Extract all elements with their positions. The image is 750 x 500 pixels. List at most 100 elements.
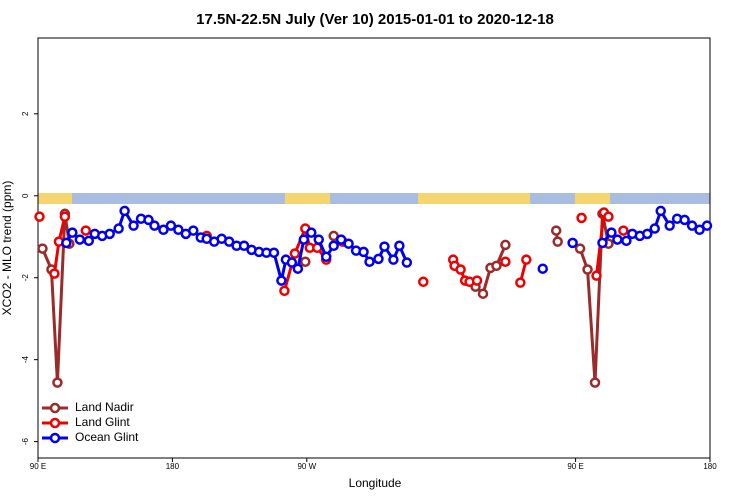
data-point	[67, 227, 78, 238]
land-strip	[418, 193, 530, 204]
y-tick-label: -4	[21, 356, 30, 364]
map-strip	[38, 193, 710, 204]
data-point	[358, 246, 369, 258]
x-tick-label: 90 E	[567, 462, 583, 471]
data-point	[394, 240, 405, 251]
data-point	[574, 243, 586, 254]
data-point	[289, 248, 301, 259]
data-point	[401, 257, 413, 268]
data-point	[276, 275, 287, 286]
data-point	[300, 256, 311, 267]
land-strip	[285, 193, 330, 204]
data-point	[292, 263, 304, 274]
data-point	[500, 239, 511, 251]
data-point	[701, 220, 713, 231]
data-point	[158, 224, 169, 236]
y-tick-label: 0	[21, 193, 30, 198]
land-strip	[575, 193, 610, 204]
data-point	[686, 220, 698, 231]
data-point	[306, 227, 317, 238]
data-point	[618, 225, 629, 236]
data-point	[606, 227, 617, 238]
data-point	[388, 254, 399, 265]
legend-marker	[49, 402, 61, 414]
data-point	[80, 225, 92, 236]
x-tick-label: 180	[166, 462, 180, 471]
x-axis-label: Longitude	[349, 476, 402, 490]
data-point	[238, 240, 250, 251]
data-point	[500, 256, 511, 267]
x-tick-label: 180	[703, 462, 717, 471]
data-point	[165, 220, 177, 231]
data-point	[655, 205, 666, 217]
data-point	[113, 223, 124, 234]
x-tick-label: 90 W	[297, 462, 316, 471]
series	[34, 209, 629, 297]
legend-marker	[49, 417, 61, 429]
y-tick-label: 2	[21, 111, 30, 116]
data-point	[455, 264, 466, 275]
data-point	[343, 238, 354, 249]
data-point	[373, 253, 384, 265]
x-tick-label: 90 E	[30, 462, 46, 471]
data-point	[335, 234, 347, 245]
data-point	[379, 241, 390, 252]
data-point	[621, 235, 632, 247]
data-point	[61, 237, 72, 249]
data-point	[286, 257, 298, 268]
data-point	[364, 256, 375, 267]
data-point	[128, 220, 139, 231]
data-point	[74, 234, 86, 245]
data-point	[223, 236, 235, 247]
data-point	[298, 234, 310, 245]
data-point	[83, 235, 95, 247]
y-tick-label: -6	[21, 438, 30, 446]
data-point	[418, 276, 429, 288]
data-point	[679, 214, 690, 226]
data-point	[313, 234, 324, 245]
y-tick-label: -2	[21, 274, 30, 282]
legend-label: Land Nadir	[75, 400, 134, 414]
legend-label: Ocean Glint	[75, 430, 139, 444]
data-point	[591, 270, 602, 281]
data-point	[34, 211, 45, 222]
land-strip	[38, 193, 72, 204]
data-point	[477, 288, 489, 299]
data-point	[589, 377, 601, 388]
series	[61, 205, 713, 286]
data-point	[104, 228, 115, 240]
data-point	[173, 224, 184, 236]
data-point	[521, 254, 532, 265]
data-point	[59, 211, 71, 222]
data-point	[268, 247, 280, 258]
data-point	[143, 214, 154, 226]
data-point	[612, 234, 623, 245]
data-point	[471, 275, 483, 286]
legend-marker	[49, 432, 61, 444]
data-point	[49, 268, 60, 279]
data-point	[694, 224, 705, 236]
data-point	[597, 237, 608, 249]
data-point	[188, 225, 199, 236]
data-point	[328, 240, 339, 251]
data-point	[576, 212, 587, 224]
ocean-strip	[38, 193, 710, 204]
data-point	[567, 237, 578, 249]
data-point	[642, 228, 653, 240]
data-point	[537, 263, 548, 274]
chart-title: 17.5N-22.5N July (Ver 10) 2015-01-01 to …	[196, 11, 554, 28]
y-axis-label: XCO2 - MLO trend (ppm)	[0, 181, 14, 316]
data-point	[550, 225, 562, 236]
data-point	[37, 243, 48, 254]
data-point	[582, 264, 593, 275]
data-point	[149, 220, 160, 231]
data-point	[664, 220, 675, 231]
data-point	[552, 236, 563, 247]
data-point	[649, 223, 660, 234]
data-point	[119, 205, 130, 217]
data-point	[279, 285, 290, 297]
